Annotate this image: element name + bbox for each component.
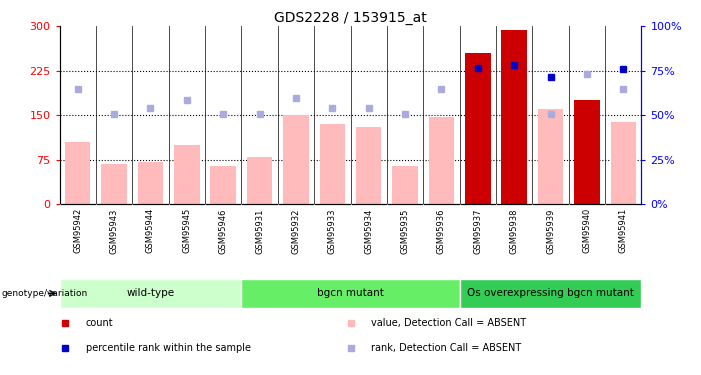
Text: GSM95935: GSM95935 xyxy=(400,208,409,254)
Bar xyxy=(356,127,381,204)
Text: genotype/variation: genotype/variation xyxy=(1,289,88,298)
Text: GSM95942: GSM95942 xyxy=(74,208,82,254)
Text: GSM95934: GSM95934 xyxy=(365,208,373,254)
Bar xyxy=(393,166,418,204)
Text: GSM95939: GSM95939 xyxy=(546,208,555,254)
Bar xyxy=(247,157,272,204)
Bar xyxy=(102,164,127,204)
Bar xyxy=(320,124,345,204)
Text: value, Detection Call = ABSENT: value, Detection Call = ABSENT xyxy=(371,318,526,328)
Text: percentile rank within the sample: percentile rank within the sample xyxy=(86,343,251,353)
Bar xyxy=(241,279,460,308)
Title: GDS2228 / 153915_at: GDS2228 / 153915_at xyxy=(274,11,427,25)
Bar xyxy=(65,142,90,204)
Text: GSM95938: GSM95938 xyxy=(510,208,519,254)
Text: GSM95946: GSM95946 xyxy=(219,208,228,254)
Bar xyxy=(501,30,527,204)
Text: GSM95945: GSM95945 xyxy=(182,208,191,254)
Text: bgcn mutant: bgcn mutant xyxy=(317,288,384,298)
Text: GSM95940: GSM95940 xyxy=(583,208,592,254)
Text: Os overexpressing bgcn mutant: Os overexpressing bgcn mutant xyxy=(467,288,634,298)
Bar xyxy=(138,162,163,204)
Bar xyxy=(538,110,563,204)
Text: GSM95944: GSM95944 xyxy=(146,208,155,254)
Bar xyxy=(460,279,641,308)
Bar xyxy=(60,279,241,308)
Bar xyxy=(611,122,636,204)
Text: GSM95936: GSM95936 xyxy=(437,208,446,254)
Bar xyxy=(574,100,599,204)
Bar xyxy=(465,53,491,204)
Bar xyxy=(429,117,454,204)
Text: GSM95943: GSM95943 xyxy=(109,208,118,254)
Bar xyxy=(174,145,200,204)
Text: GSM95932: GSM95932 xyxy=(292,208,301,254)
Text: count: count xyxy=(86,318,114,328)
Text: GSM95941: GSM95941 xyxy=(619,208,627,254)
Text: rank, Detection Call = ABSENT: rank, Detection Call = ABSENT xyxy=(371,343,521,353)
Bar xyxy=(210,166,236,204)
Text: wild-type: wild-type xyxy=(126,288,175,298)
Bar xyxy=(283,116,308,204)
Text: GSM95933: GSM95933 xyxy=(328,208,336,254)
Text: GSM95931: GSM95931 xyxy=(255,208,264,254)
Text: GSM95937: GSM95937 xyxy=(473,208,482,254)
